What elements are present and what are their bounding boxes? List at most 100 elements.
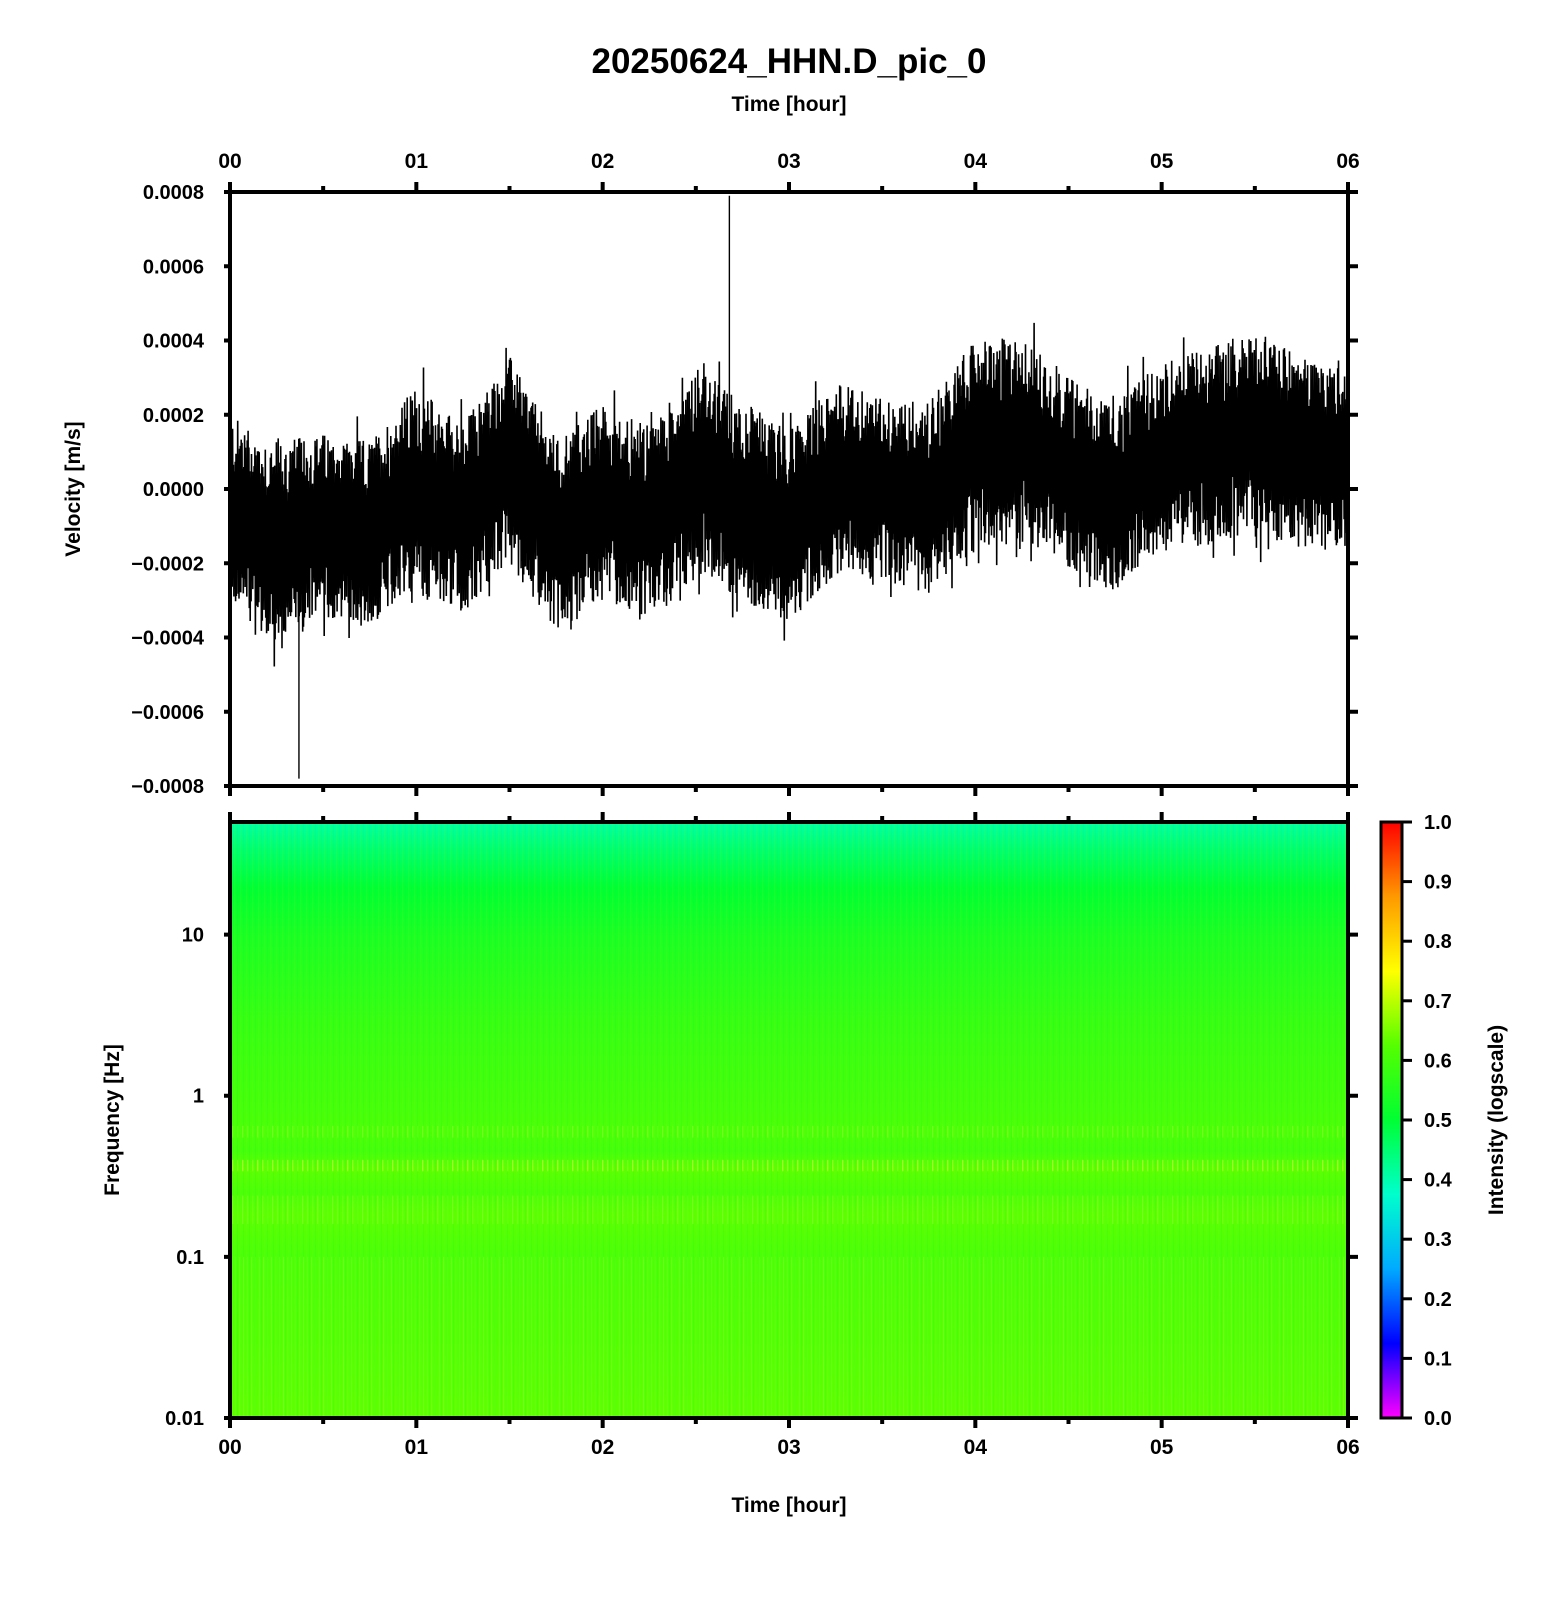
spectrogram-band-stripe bbox=[787, 1195, 789, 1224]
spectrogram-band-stripe bbox=[582, 1125, 584, 1138]
spectrogram-band-stripe bbox=[1252, 1125, 1254, 1138]
spectrogram-band-stripe bbox=[242, 1159, 244, 1172]
spectrogram-low-stripe bbox=[387, 1256, 389, 1416]
spectrogram-band-stripe bbox=[1267, 1159, 1269, 1172]
spectrogram-low-stripe bbox=[783, 1256, 785, 1416]
spectrogram-low-stripe bbox=[315, 1256, 317, 1416]
spectrogram-band-stripe bbox=[467, 1125, 469, 1138]
spectrogram-band-stripe bbox=[922, 1125, 924, 1138]
spectrogram-band-stripe bbox=[677, 1159, 679, 1172]
spectrogram-low-stripe bbox=[323, 1256, 325, 1416]
spectrogram-band-stripe bbox=[362, 1159, 364, 1172]
spectrogram-band-stripe bbox=[437, 1125, 439, 1138]
spectrogram-band-stripe bbox=[1332, 1125, 1334, 1138]
spectrogram-band-stripe bbox=[1022, 1125, 1024, 1138]
spectrogram-low-stripe bbox=[451, 1256, 453, 1416]
spectrogram-low-stripe bbox=[355, 1256, 357, 1416]
spectrogram-band-stripe bbox=[287, 1195, 289, 1224]
spectrogram-band-stripe bbox=[952, 1159, 954, 1172]
spectrogram-band-stripe bbox=[257, 1125, 259, 1138]
spectrogram-band-stripe bbox=[817, 1195, 819, 1224]
spectrogram-band-stripe bbox=[1127, 1125, 1129, 1138]
spectrogram-band-stripe bbox=[912, 1125, 914, 1138]
spectrogram-band-stripe bbox=[1122, 1195, 1124, 1224]
spectrogram-band-stripe bbox=[1082, 1195, 1084, 1224]
spectrogram-band-stripe bbox=[842, 1159, 844, 1172]
spectrogram-band-stripe bbox=[867, 1195, 869, 1224]
spectrogram-band-stripe bbox=[1232, 1195, 1234, 1224]
spectrogram-low-stripe bbox=[691, 1256, 693, 1416]
spectrogram-band-stripe bbox=[1077, 1125, 1079, 1138]
spectrogram-low-stripe bbox=[795, 1256, 797, 1416]
spectrogram-low-stripe bbox=[823, 1256, 825, 1416]
spectrogram-band-stripe bbox=[607, 1195, 609, 1224]
spectrogram-band-stripe bbox=[967, 1195, 969, 1224]
spectrogram-band-stripe bbox=[1042, 1195, 1044, 1224]
spectrogram-low-stripe bbox=[595, 1256, 597, 1416]
spectrogram-band-stripe bbox=[1297, 1125, 1299, 1138]
spectrogram-band-stripe bbox=[272, 1159, 274, 1172]
spectrogram-low-stripe bbox=[607, 1256, 609, 1416]
spectrogram-band-stripe bbox=[742, 1195, 744, 1224]
spectrogram-band-stripe bbox=[487, 1125, 489, 1138]
spectrogram-band-stripe bbox=[717, 1159, 719, 1172]
spectrogram-band-stripe bbox=[832, 1125, 834, 1138]
spectrogram-band-stripe bbox=[767, 1195, 769, 1224]
spectrogram-band-stripe bbox=[957, 1195, 959, 1224]
spectrogram-band-stripe bbox=[252, 1195, 254, 1224]
spectrogram-band-stripe bbox=[872, 1159, 874, 1172]
spectrogram-band-stripe bbox=[1147, 1159, 1149, 1172]
spectrogram-low-stripe bbox=[727, 1256, 729, 1416]
spectrogram-band-stripe bbox=[682, 1125, 684, 1138]
spectrogram-low-stripe bbox=[931, 1256, 933, 1416]
spectrogram-low-stripe bbox=[1199, 1256, 1201, 1416]
spectrogram-band-stripe bbox=[677, 1125, 679, 1138]
spectrogram-band-stripe bbox=[1292, 1159, 1294, 1172]
waveform-top-x-tick-label: 06 bbox=[1336, 150, 1359, 173]
spectrogram-low-stripe bbox=[963, 1256, 965, 1416]
spectrogram-band-stripe bbox=[852, 1159, 854, 1172]
spectrogram-low-stripe bbox=[791, 1256, 793, 1416]
spectrogram-band-stripe bbox=[337, 1125, 339, 1138]
spectrogram-band-stripe bbox=[652, 1125, 654, 1138]
spectrogram-low-stripe bbox=[1159, 1256, 1161, 1416]
spectrogram-band-stripe bbox=[992, 1125, 994, 1138]
spectrogram-band-stripe bbox=[287, 1125, 289, 1138]
spectrogram-low-stripe bbox=[683, 1256, 685, 1416]
spectrogram-low-stripe bbox=[339, 1256, 341, 1416]
spectrogram-band-stripe bbox=[1342, 1159, 1344, 1172]
spectrogram-low-stripe bbox=[499, 1256, 501, 1416]
spectrogram-band-stripe bbox=[717, 1195, 719, 1224]
waveform-y-tick-label: −0.0008 bbox=[131, 776, 204, 798]
waveform-y-tick-label: −0.0006 bbox=[131, 702, 204, 724]
spectrogram-band-stripe bbox=[652, 1159, 654, 1172]
spectrogram-band-stripe bbox=[1017, 1195, 1019, 1224]
spectrogram-band-stripe bbox=[537, 1195, 539, 1224]
spectrogram-band-stripe bbox=[837, 1195, 839, 1224]
spectrogram-band-stripe bbox=[1327, 1125, 1329, 1138]
spectrogram-band-stripe bbox=[352, 1159, 354, 1172]
spectrogram-band-stripe bbox=[1247, 1195, 1249, 1224]
spectrogram-low-stripe bbox=[1111, 1256, 1113, 1416]
spectrogram-band-stripe bbox=[727, 1159, 729, 1172]
spectrogram-low-stripe bbox=[839, 1256, 841, 1416]
spectrogram-band-stripe bbox=[392, 1125, 394, 1138]
spectrogram-band-stripe bbox=[712, 1159, 714, 1172]
colorbar-tick-label: 0.4 bbox=[1424, 1170, 1453, 1192]
spectrogram-low-stripe bbox=[927, 1256, 929, 1416]
spectrogram-band-stripe bbox=[762, 1159, 764, 1172]
spectrogram-band-stripe bbox=[297, 1195, 299, 1224]
spectrogram-band-stripe bbox=[657, 1195, 659, 1224]
spectrogram-band-stripe bbox=[1167, 1159, 1169, 1172]
spectrogram-band-stripe bbox=[1237, 1159, 1239, 1172]
spectrogram-band-stripe bbox=[1112, 1195, 1114, 1224]
spectrogram-low-stripe bbox=[555, 1256, 557, 1416]
spectrogram-low-stripe bbox=[435, 1256, 437, 1416]
spectrogram-low-stripe bbox=[347, 1256, 349, 1416]
spectrogram-band-stripe bbox=[262, 1159, 264, 1172]
spectrogram-low-stripe bbox=[1175, 1256, 1177, 1416]
spectrogram-band-stripe bbox=[882, 1125, 884, 1138]
spectrogram-band-stripe bbox=[1212, 1159, 1214, 1172]
spectrogram-band-stripe bbox=[867, 1159, 869, 1172]
spectrogram-band-stripe bbox=[597, 1159, 599, 1172]
